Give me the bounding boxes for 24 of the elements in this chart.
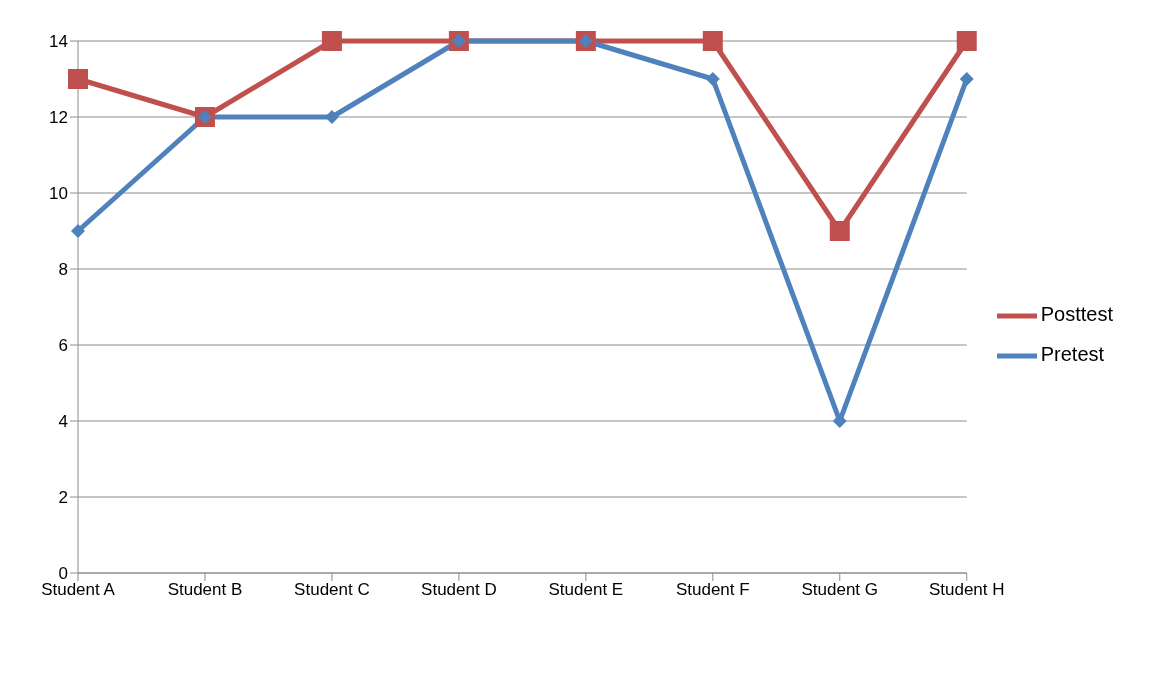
point (705, 72, 720, 86)
y-tick-label: 6 (58, 336, 68, 356)
legend-label: Pretest (1040, 342, 1105, 365)
y-tick-label: 8 (58, 260, 68, 280)
point (829, 221, 850, 241)
y-tick-label: 4 (58, 412, 68, 432)
x-tick-label: Student G (801, 580, 879, 600)
y-tick-label: 10 (49, 184, 68, 204)
x-tick-label: Student D (421, 580, 497, 600)
point (956, 31, 977, 51)
x-tick-label: Student H (928, 580, 1005, 600)
point (68, 69, 88, 89)
x-tick-label: Student E (548, 580, 624, 600)
point (71, 224, 85, 238)
y-tick-label: 14 (49, 32, 68, 52)
x-tick-label: Student B (167, 580, 243, 600)
x-tick-label: Student F (675, 580, 750, 600)
y-tick-label: 12 (49, 108, 68, 128)
point (702, 31, 723, 51)
legend-label: Posttest (1040, 302, 1113, 325)
point (959, 72, 974, 86)
y-tick-label: 2 (58, 488, 68, 508)
x-tick-label: Student C (294, 580, 370, 600)
point (321, 31, 342, 51)
